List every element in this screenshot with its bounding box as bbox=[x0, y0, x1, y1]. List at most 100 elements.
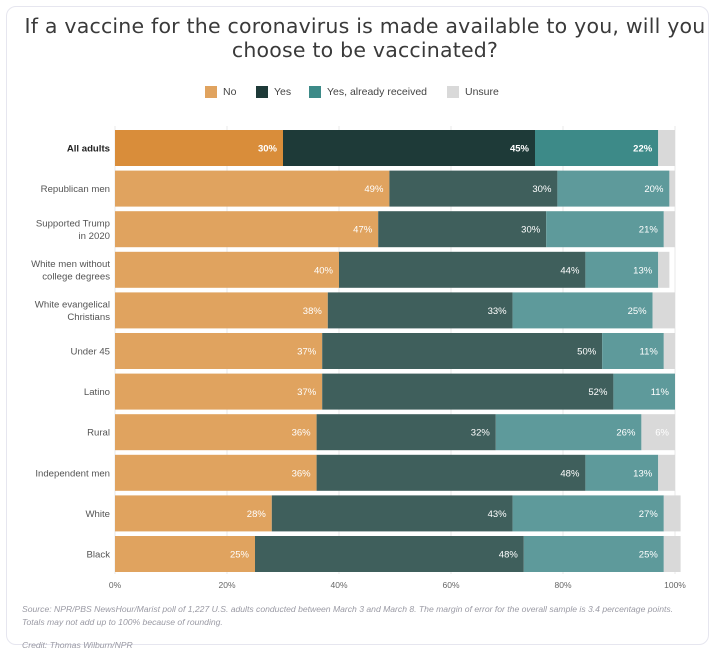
bar-data-label: 30% bbox=[532, 184, 552, 195]
bar-segment bbox=[115, 251, 339, 288]
x-tick-label: 20% bbox=[218, 580, 235, 590]
bar-data-label: 25% bbox=[628, 306, 648, 317]
bar-data-label: 25% bbox=[230, 550, 250, 561]
bar-data-label: 32% bbox=[471, 428, 491, 439]
legend-swatch-unsure bbox=[447, 86, 459, 98]
bar-segment bbox=[512, 292, 653, 329]
x-tick-label: 40% bbox=[330, 580, 347, 590]
bar-segment bbox=[663, 495, 681, 532]
bar-segment bbox=[602, 333, 664, 369]
bar-data-label: 37% bbox=[297, 347, 317, 358]
bar-data-label: 37% bbox=[297, 387, 317, 398]
x-tick-label: 0% bbox=[109, 580, 122, 590]
bar-segment bbox=[115, 333, 323, 369]
bar-segment bbox=[316, 454, 586, 491]
bar-segment bbox=[322, 373, 614, 410]
bar-data-label: 26% bbox=[616, 428, 636, 439]
source-note: Source: NPR/PBS NewsHour/Marist poll of … bbox=[22, 604, 674, 627]
category-label: Rural bbox=[87, 428, 110, 439]
legend-swatch-no bbox=[205, 86, 217, 98]
bar-data-label: 6% bbox=[655, 428, 669, 439]
legend-item-already-received: Yes, already received bbox=[309, 84, 427, 100]
legend-label-already-received: Yes, already received bbox=[327, 86, 428, 98]
bar-segment bbox=[115, 292, 328, 329]
bar-segment bbox=[652, 292, 675, 329]
legend-swatch-yes bbox=[256, 86, 268, 98]
chart-title: If a vaccine for the coronavirus is made… bbox=[24, 14, 706, 62]
category-label: White men without bbox=[31, 259, 110, 270]
x-tick-label: 100% bbox=[664, 580, 686, 590]
bar-segment bbox=[641, 414, 675, 451]
legend-label-no: No bbox=[223, 86, 237, 98]
bar-segment bbox=[613, 373, 675, 410]
bar-segment bbox=[523, 536, 664, 572]
bar-data-label: 22% bbox=[633, 144, 653, 155]
bar-data-label: 33% bbox=[488, 306, 508, 317]
category-label: Republican men bbox=[41, 184, 110, 195]
credit-note: Credit: Thomas Wilburn/NPR bbox=[22, 640, 133, 650]
bar-segment bbox=[322, 333, 603, 369]
bar-segment bbox=[658, 454, 675, 491]
legend-item-yes: Yes bbox=[256, 84, 291, 100]
bar-segment bbox=[115, 495, 272, 532]
bar-segment bbox=[378, 211, 547, 248]
bar-segment bbox=[535, 130, 659, 166]
bar-data-label: 38% bbox=[303, 306, 323, 317]
bar-segment bbox=[658, 251, 670, 288]
bar-segment bbox=[557, 170, 670, 207]
bar-segment bbox=[585, 454, 659, 491]
legend-label-unsure: Unsure bbox=[465, 86, 499, 98]
legend-item-unsure: Unsure bbox=[447, 84, 499, 100]
bar-segment bbox=[316, 414, 496, 451]
bar-data-label: 36% bbox=[292, 468, 312, 479]
bar-data-label: 48% bbox=[499, 550, 519, 561]
category-label: White bbox=[85, 509, 110, 520]
bar-segment bbox=[339, 251, 586, 288]
bar-segment bbox=[255, 536, 524, 572]
x-tick-label: 60% bbox=[442, 580, 459, 590]
category-label: Supported Trump bbox=[36, 218, 110, 229]
bar-segment bbox=[115, 454, 317, 491]
bar-data-label: 49% bbox=[364, 184, 384, 195]
bar-segment bbox=[585, 251, 659, 288]
legend: No Yes Yes, already received Unsure bbox=[0, 84, 717, 100]
bar-segment bbox=[663, 333, 675, 369]
bar-segment bbox=[115, 414, 317, 451]
bar-data-label: 52% bbox=[588, 387, 608, 398]
bar-data-label: 30% bbox=[521, 225, 541, 236]
bar-data-label: 30% bbox=[258, 144, 278, 155]
bar-segment bbox=[115, 536, 255, 572]
bar-data-label: 28% bbox=[247, 509, 267, 520]
bar-segment bbox=[115, 130, 283, 166]
bar-segment bbox=[283, 130, 535, 166]
category-label: White evangelical bbox=[35, 300, 110, 311]
category-label: college degrees bbox=[42, 272, 110, 283]
category-label: Latino bbox=[84, 387, 110, 398]
bar-segment bbox=[663, 536, 681, 572]
bar-data-label: 47% bbox=[353, 225, 373, 236]
bar-data-label: 50% bbox=[577, 347, 597, 358]
bar-data-label: 48% bbox=[560, 468, 580, 479]
category-label: Black bbox=[87, 550, 111, 561]
bar-data-label: 44% bbox=[560, 265, 580, 276]
bar-data-label: 36% bbox=[292, 428, 312, 439]
bar-segment bbox=[546, 211, 664, 248]
bar-data-label: 20% bbox=[644, 184, 664, 195]
bar-data-label: 11% bbox=[639, 347, 658, 358]
bar-segment bbox=[327, 292, 513, 329]
bar-segment bbox=[669, 170, 675, 207]
category-label: in 2020 bbox=[79, 231, 110, 242]
bar-segment bbox=[658, 130, 675, 166]
legend-label-yes: Yes bbox=[274, 86, 292, 98]
bar-data-label: 13% bbox=[633, 265, 653, 276]
bar-data-label: 13% bbox=[633, 468, 653, 479]
bar-segment bbox=[389, 170, 558, 207]
bar-segment bbox=[115, 211, 379, 248]
legend-swatch-already-received bbox=[309, 86, 321, 98]
category-label: Christians bbox=[67, 312, 110, 323]
bar-segment bbox=[495, 414, 642, 451]
legend-item-no: No bbox=[205, 84, 236, 100]
bar-segment bbox=[271, 495, 513, 532]
bar-segment bbox=[115, 170, 390, 207]
